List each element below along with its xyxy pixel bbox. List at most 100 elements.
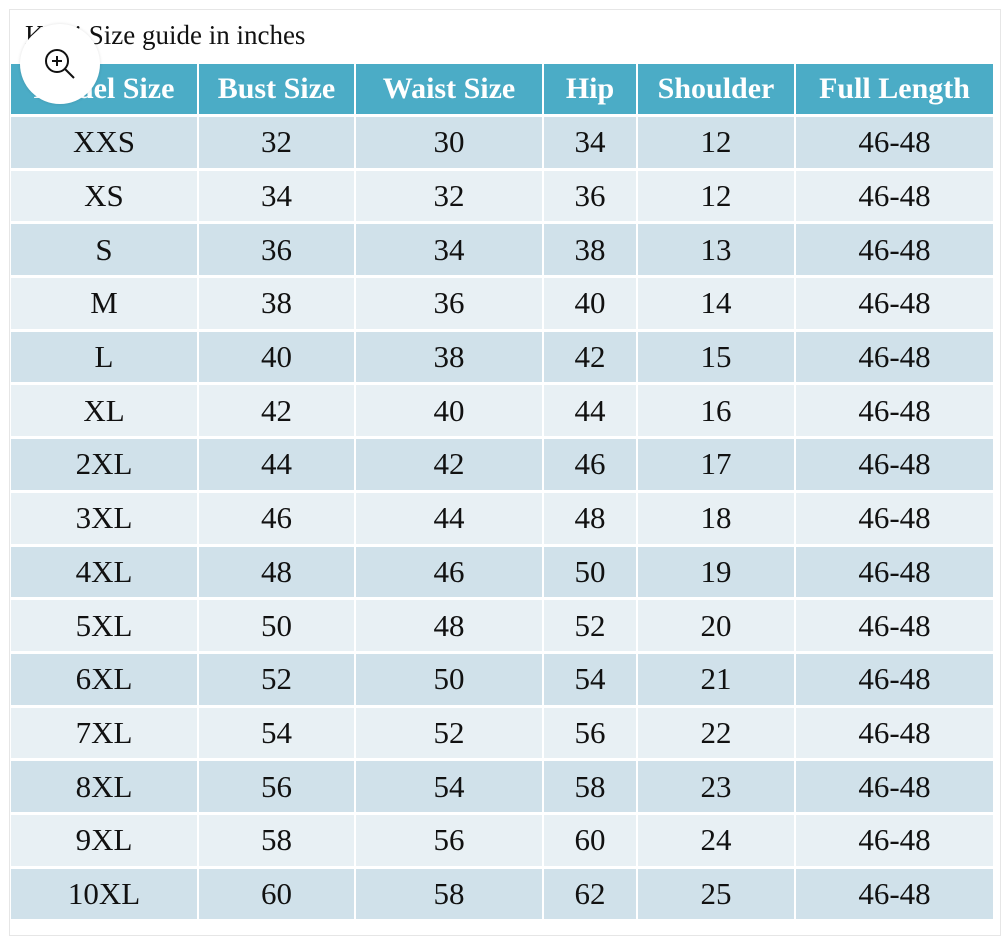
table-cell: 46-48: [796, 761, 993, 812]
table-cell: 56: [544, 707, 636, 759]
table-cell: 15: [638, 331, 794, 383]
table-cell: 48: [544, 492, 636, 544]
table-cell: 8XL: [11, 761, 197, 812]
table-cell: 46-48: [796, 814, 993, 866]
table-cell: 34: [544, 117, 636, 168]
table-cell: 7XL: [11, 707, 197, 759]
table-cell: 52: [544, 600, 636, 651]
table-cell: 46-48: [796, 224, 993, 276]
table-cell: 46-48: [796, 331, 993, 383]
table-cell: 36: [544, 170, 636, 222]
table-cell: 50: [199, 600, 354, 651]
table-row: 3XL 46 44 48 18 46-48: [11, 492, 993, 544]
table-cell: 30: [356, 117, 542, 168]
table-cell: XS: [11, 170, 197, 222]
table-cell: 38: [544, 224, 636, 276]
table-cell: 44: [356, 492, 542, 544]
table-row: 2XL 44 42 46 17 46-48: [11, 439, 993, 490]
table-cell: 36: [356, 278, 542, 329]
table-cell: 40: [544, 278, 636, 329]
table-cell: 13: [638, 224, 794, 276]
table-cell: 20: [638, 600, 794, 651]
table-cell: 42: [356, 439, 542, 490]
table-cell: 44: [544, 385, 636, 437]
table-cell: 46-48: [796, 117, 993, 168]
table-cell: 46-48: [796, 600, 993, 651]
table-cell: 25: [638, 868, 794, 920]
table-cell: 22: [638, 707, 794, 759]
table-cell: 42: [199, 385, 354, 437]
column-header: Full Length: [796, 64, 993, 114]
table-cell: 32: [356, 170, 542, 222]
column-header: Hip: [544, 64, 636, 114]
size-chart-table: Model Size Bust Size Waist Size Hip Shoulder…: [9, 61, 995, 922]
table-cell: 46-48: [796, 170, 993, 222]
table-cell: 38: [356, 331, 542, 383]
table-row: XXS 32 30 34 12 46-48: [11, 117, 993, 168]
table-cell: 12: [638, 117, 794, 168]
table-cell: 56: [356, 814, 542, 866]
header-row: Model Size Bust Size Waist Size Hip Shoulder…: [11, 64, 993, 114]
column-header: Waist Size: [356, 64, 542, 114]
table-cell: 24: [638, 814, 794, 866]
table-cell: 34: [356, 224, 542, 276]
table-cell: 58: [544, 761, 636, 812]
table-cell: 46-48: [796, 439, 993, 490]
table-cell: 54: [199, 707, 354, 759]
table-cell: 56: [199, 761, 354, 812]
table-cell: L: [11, 331, 197, 383]
table-cell: 48: [356, 600, 542, 651]
table-row: 7XL 54 52 56 22 46-48: [11, 707, 993, 759]
table-cell: 6XL: [11, 653, 197, 705]
table-cell: 3XL: [11, 492, 197, 544]
table-cell: 46-48: [796, 653, 993, 705]
table-row: 10XL 60 58 62 25 46-48: [11, 868, 993, 920]
table-cell: 46-48: [796, 492, 993, 544]
table-cell: 60: [544, 814, 636, 866]
table-cell: 40: [356, 385, 542, 437]
table-cell: S: [11, 224, 197, 276]
table-cell: 62: [544, 868, 636, 920]
table-cell: 16: [638, 385, 794, 437]
table-cell: 19: [638, 546, 794, 598]
table-cell: 44: [199, 439, 354, 490]
table-row: 5XL 50 48 52 20 46-48: [11, 600, 993, 651]
zoom-button[interactable]: [20, 24, 100, 104]
column-header: Shoulder: [638, 64, 794, 114]
table-cell: 23: [638, 761, 794, 812]
table-cell: 2XL: [11, 439, 197, 490]
table-row: 9XL 58 56 60 24 46-48: [11, 814, 993, 866]
table-row: S 36 34 38 13 46-48: [11, 224, 993, 276]
table-cell: 4XL: [11, 546, 197, 598]
table-cell: 46: [356, 546, 542, 598]
table-cell: 50: [544, 546, 636, 598]
table-cell: 10XL: [11, 868, 197, 920]
table-cell: 5XL: [11, 600, 197, 651]
table-row: 4XL 48 46 50 19 46-48: [11, 546, 993, 598]
table-cell: 9XL: [11, 814, 197, 866]
table-cell: 46: [199, 492, 354, 544]
zoom-in-icon: [45, 49, 75, 79]
table-cell: 21: [638, 653, 794, 705]
table-row: XL 42 40 44 16 46-48: [11, 385, 993, 437]
table-cell: 52: [199, 653, 354, 705]
table-cell: 46-48: [796, 278, 993, 329]
table-row: XS 34 32 36 12 46-48: [11, 170, 993, 222]
table-cell: 18: [638, 492, 794, 544]
table-cell: M: [11, 278, 197, 329]
table-cell: 54: [356, 761, 542, 812]
table-cell: 60: [199, 868, 354, 920]
table-cell: 42: [544, 331, 636, 383]
table-row: 8XL 56 54 58 23 46-48: [11, 761, 993, 812]
table-cell: 32: [199, 117, 354, 168]
table-cell: 17: [638, 439, 794, 490]
table-cell: 34: [199, 170, 354, 222]
table-cell: 58: [199, 814, 354, 866]
table-cell: 58: [356, 868, 542, 920]
table-cell: XXS: [11, 117, 197, 168]
table-cell: 14: [638, 278, 794, 329]
table-cell: 12: [638, 170, 794, 222]
table-cell: 46-48: [796, 385, 993, 437]
table-cell: 46-48: [796, 707, 993, 759]
table-cell: 38: [199, 278, 354, 329]
